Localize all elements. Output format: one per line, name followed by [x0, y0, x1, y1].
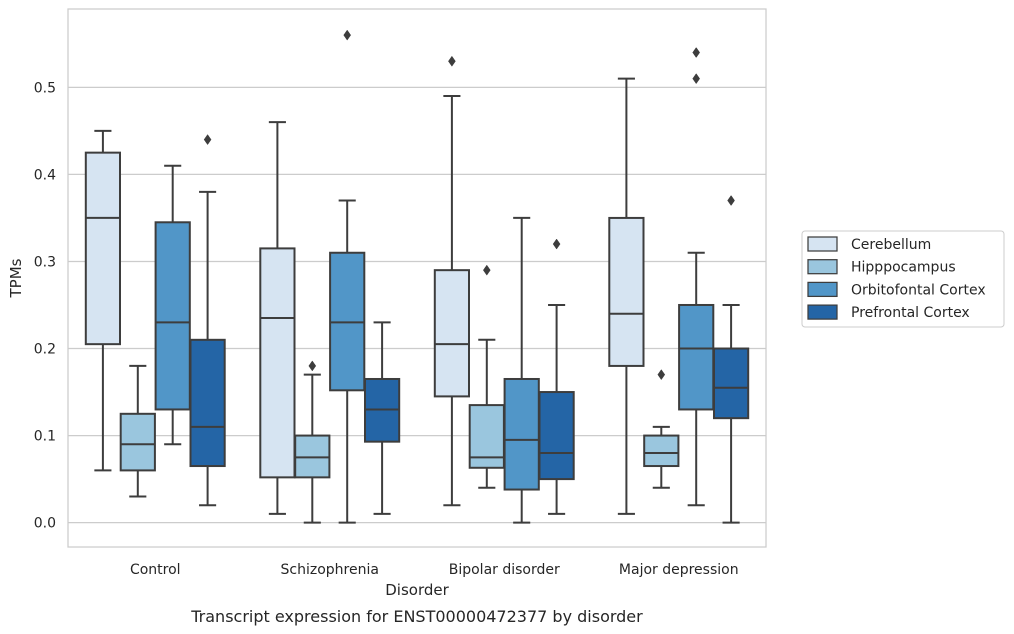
x-tick-label: Schizophrenia [281, 562, 379, 578]
box-iqr [538, 391, 575, 481]
box-iqr [643, 434, 680, 468]
box [433, 55, 471, 507]
outlier-point [482, 264, 491, 276]
legend: Cerebellum Hipppocampus Orbitofontal Corte… [801, 230, 1005, 328]
box [643, 369, 680, 489]
box [678, 47, 715, 507]
box-iqr [608, 216, 645, 367]
outlier-point [692, 73, 701, 85]
x-tick-labels: Control Schizophrenia Bipolar disorder Majo… [130, 562, 739, 578]
x-tick-label: Major depression [619, 562, 739, 578]
box [468, 264, 505, 489]
box-iqr [433, 269, 471, 398]
box-iqr [712, 347, 750, 420]
box-iqr [678, 303, 715, 411]
x-tick-label: Control [130, 562, 181, 578]
box-layer [84, 29, 750, 524]
box-iqr [503, 377, 540, 491]
box [608, 77, 645, 515]
outlier-point [203, 134, 212, 146]
x-axis-title: Disorder [385, 581, 449, 599]
box [503, 216, 540, 524]
box-iqr [84, 151, 122, 346]
outlier-point [448, 55, 456, 67]
legend-frame [801, 230, 1005, 328]
outlier-point [657, 369, 666, 381]
x-tick-label: Bipolar disorder [449, 562, 560, 578]
y-tick-label: 0.0 [34, 516, 56, 532]
outlier-point [552, 238, 561, 250]
box-iqr [259, 247, 296, 479]
box [538, 238, 575, 515]
legend-label: Hipppocampus [851, 260, 956, 276]
figure-caption: Transcript expression for ENST0000047237… [190, 607, 643, 626]
box [154, 164, 191, 446]
outlier-point [343, 29, 352, 41]
box-iqr [189, 338, 226, 468]
legend-label: Prefrontal Cortex [851, 305, 970, 321]
box-iqr [119, 412, 156, 472]
box-iqr [468, 404, 505, 469]
legend-swatch [807, 236, 838, 252]
outlier-point [727, 195, 735, 206]
y-tick-label: 0.1 [34, 429, 56, 445]
box [189, 134, 226, 507]
box [119, 364, 156, 498]
box-iqr [154, 221, 191, 411]
legend-label: Orbitofontal Cortex [851, 282, 986, 298]
box [84, 129, 122, 472]
y-axis-title: TPMs [7, 258, 25, 298]
box [329, 29, 366, 524]
y-tick-label: 0.2 [34, 342, 56, 358]
box [259, 121, 296, 515]
legend-swatch [807, 259, 838, 275]
legend-items: Cerebellum Hipppocampus Orbitofontal Corte… [807, 236, 986, 321]
outlier-point [692, 47, 701, 58]
legend-swatch [807, 304, 838, 320]
legend-swatch [807, 281, 838, 298]
box [712, 195, 750, 524]
y-tick-label: 0.3 [34, 254, 56, 270]
y-tick-label: 0.4 [34, 167, 56, 183]
box [294, 360, 331, 524]
plot-frame [67, 8, 767, 548]
outlier-point [308, 360, 317, 372]
y-tick-label: 0.5 [34, 80, 56, 96]
legend-label: Cerebellum [851, 237, 931, 253]
box [363, 321, 401, 515]
y-tick-labels: 0.0 0.1 0.2 0.3 0.4 0.5 [34, 80, 56, 531]
